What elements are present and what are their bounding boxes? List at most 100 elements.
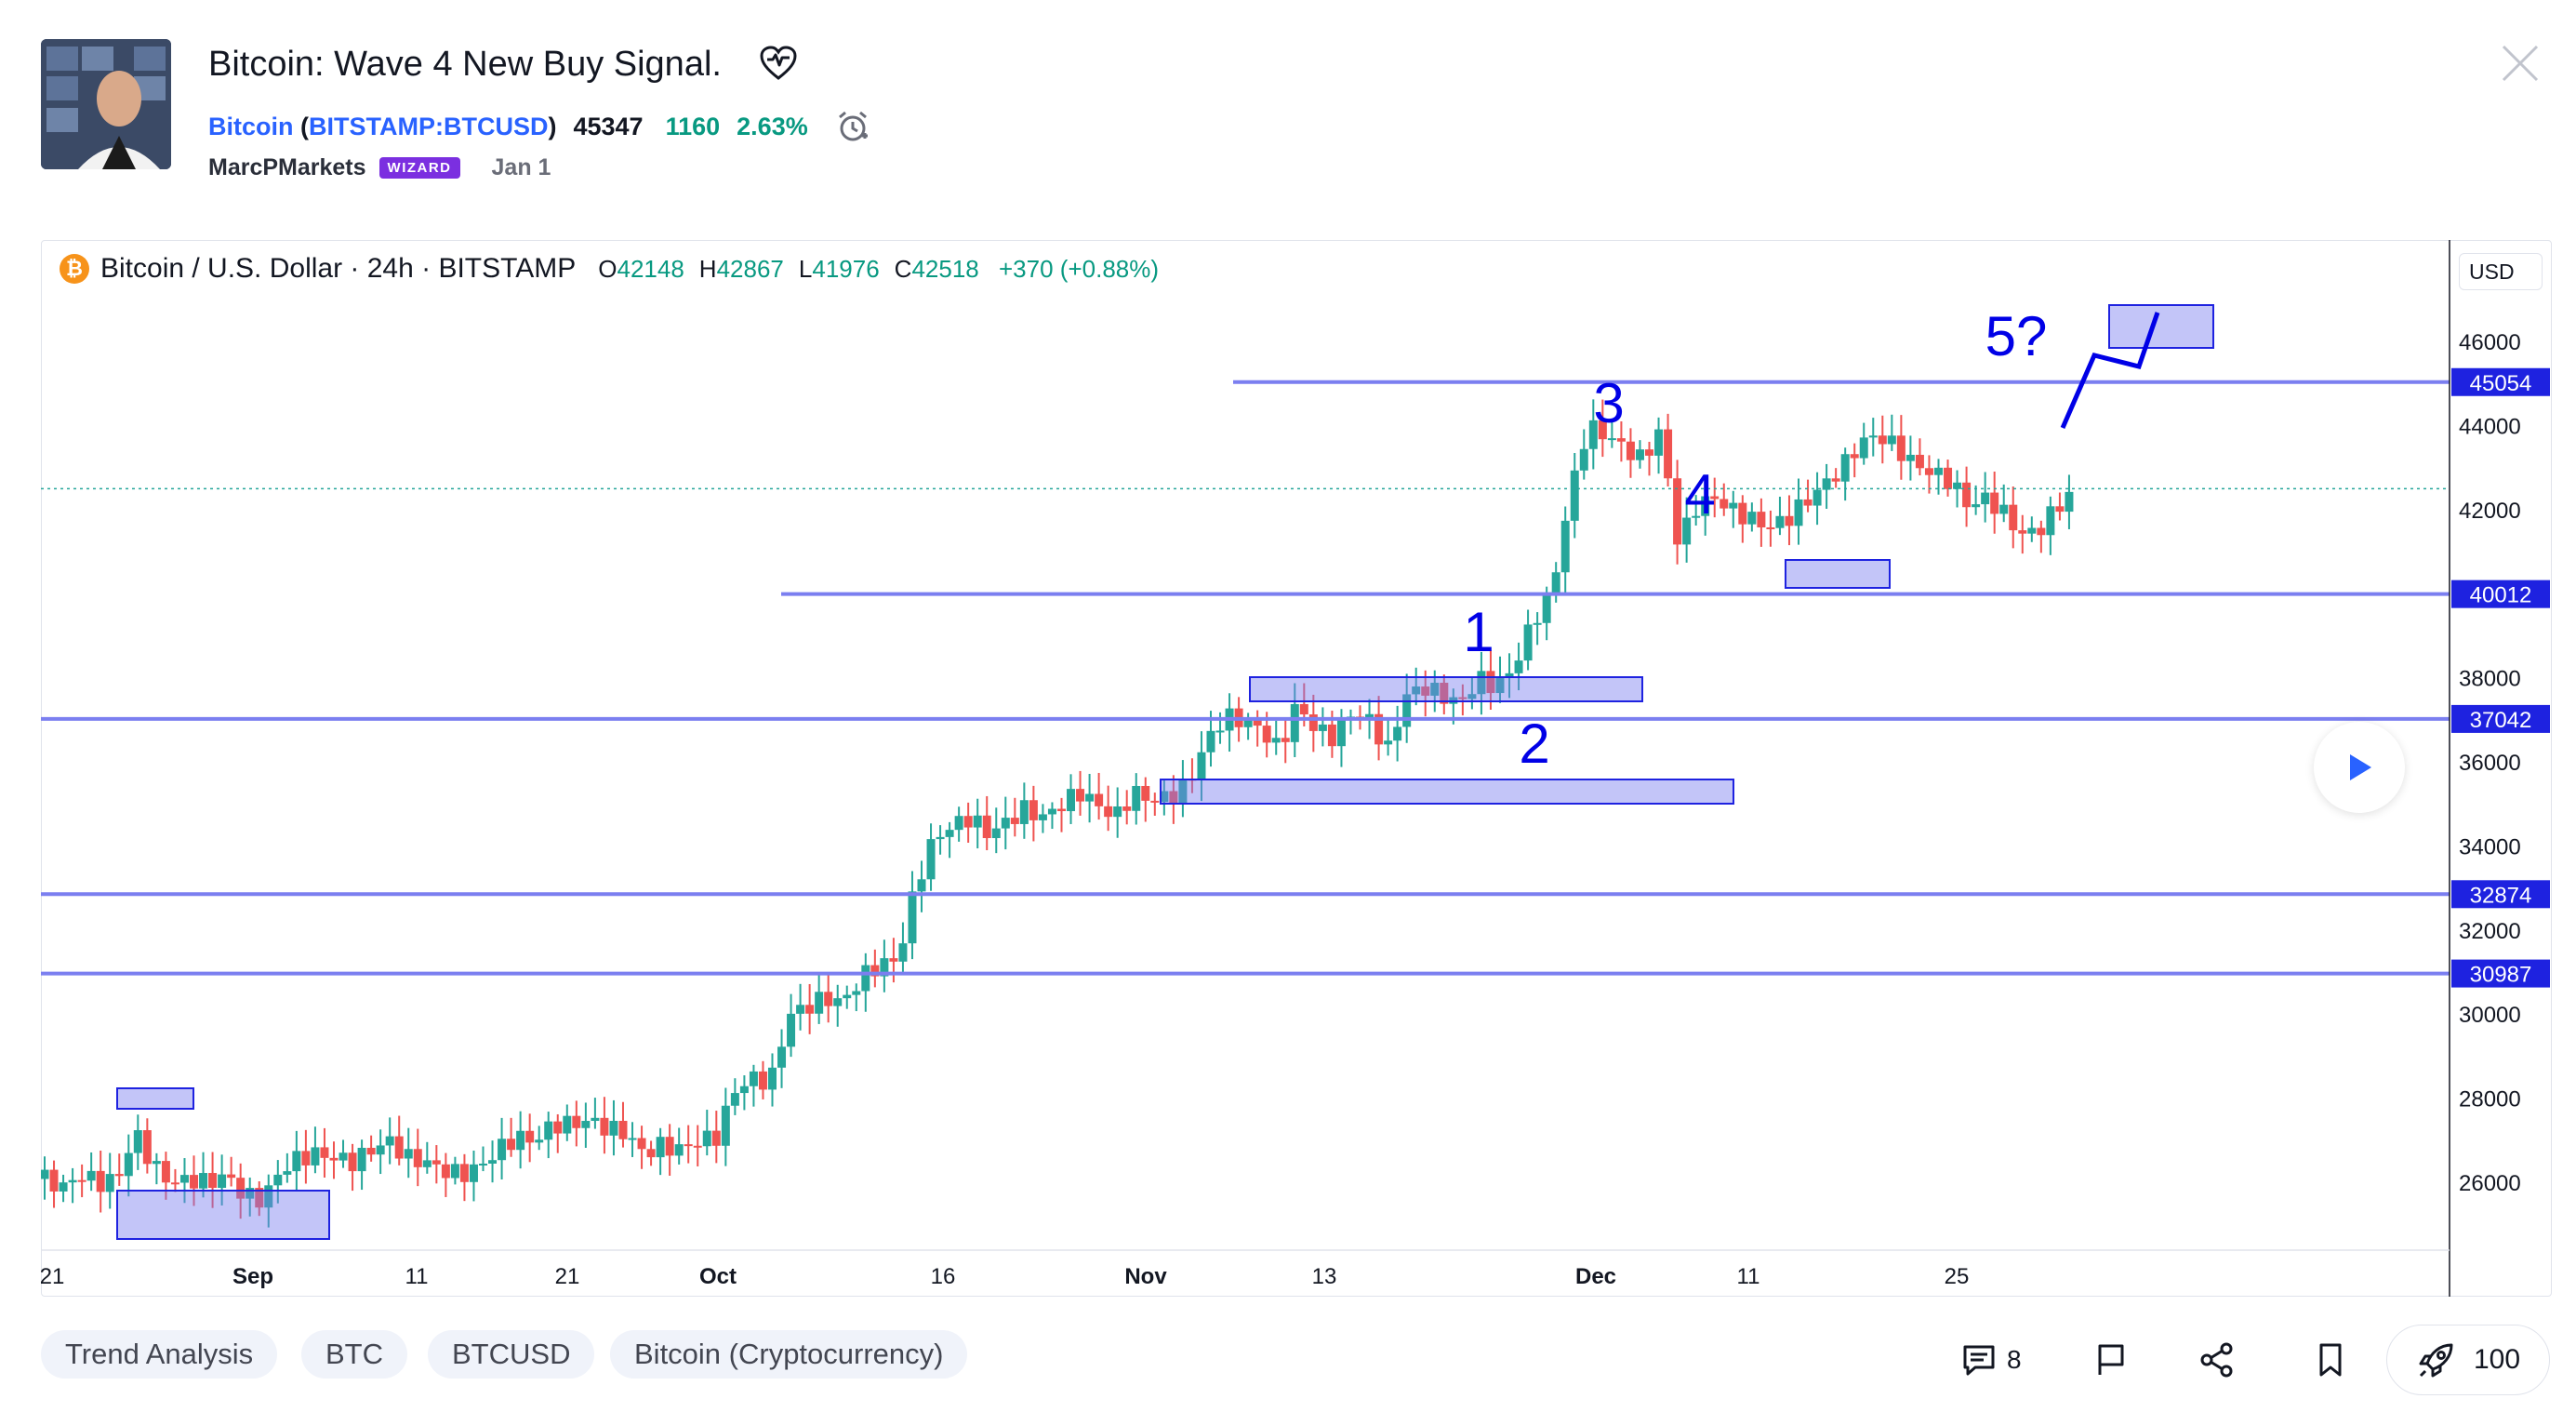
- candle-body: [329, 1157, 339, 1161]
- candle-body: [796, 1005, 805, 1014]
- tag-trend-analysis[interactable]: Trend Analysis: [41, 1330, 278, 1379]
- close-icon[interactable]: [2500, 43, 2541, 84]
- candle: [767, 1053, 777, 1107]
- candle-body: [1850, 454, 1859, 459]
- candle: [852, 983, 861, 1012]
- candle-body: [236, 1178, 246, 1199]
- candle-body: [991, 828, 1001, 839]
- level-tag-bg: [2451, 367, 2550, 396]
- candle: [656, 1127, 665, 1176]
- candle: [77, 1164, 86, 1198]
- candle-body: [1775, 515, 1785, 528]
- candle-body: [954, 816, 963, 831]
- candle: [1729, 490, 1738, 528]
- candle: [1747, 502, 1757, 532]
- candle: [1999, 484, 2009, 523]
- alarm-clock-icon[interactable]: [834, 108, 871, 145]
- candle-body: [264, 1185, 273, 1208]
- candle: [1981, 472, 1990, 523]
- play-button[interactable]: [2314, 722, 2405, 813]
- candle: [1402, 673, 1412, 743]
- tag-btcusd[interactable]: BTCUSD: [428, 1330, 595, 1379]
- bitcoin-icon: ₿: [60, 254, 89, 284]
- currency-selector[interactable]: USD: [2459, 253, 2543, 290]
- candle: [1692, 495, 1701, 526]
- date-tick: 13: [1312, 1264, 1337, 1289]
- candle-body: [1673, 478, 1682, 545]
- candle-body: [1477, 671, 1486, 695]
- candle: [1850, 443, 1859, 478]
- candle-body: [1878, 435, 1887, 445]
- price-chart[interactable]: 45054 40012 37042 32874 30987 12 34 5? 46000 44…: [41, 240, 2552, 1297]
- symbol-price: 45347: [573, 112, 644, 140]
- candle-body: [469, 1164, 478, 1182]
- candle: [1831, 468, 1840, 488]
- candle-body: [366, 1147, 376, 1155]
- author-avatar[interactable]: [41, 39, 171, 169]
- tag-bitcoin-cryptocurrency[interactable]: Bitcoin (Cryptocurrency): [610, 1330, 968, 1379]
- zone-box: [1160, 779, 1734, 805]
- candle-body: [1757, 512, 1766, 527]
- candle-body: [1924, 468, 1933, 475]
- candle: [1598, 399, 1607, 458]
- candle: [618, 1101, 628, 1148]
- symbol-row: Bitcoin (BITSTAMP:BTCUSD) 45347 1160 2.6…: [208, 108, 871, 145]
- candle-body: [339, 1152, 348, 1161]
- zone-box: [116, 1190, 330, 1240]
- candle-body: [563, 1115, 572, 1134]
- candle: [1887, 414, 1896, 451]
- candle: [1374, 696, 1384, 761]
- candle: [348, 1143, 357, 1192]
- tag-btc[interactable]: BTC: [301, 1330, 407, 1379]
- bookmark-button[interactable]: [2312, 1339, 2349, 1380]
- report-button[interactable]: [2092, 1339, 2130, 1380]
- share-button[interactable]: [2198, 1339, 2236, 1380]
- candle: [1308, 694, 1318, 753]
- candle: [479, 1146, 488, 1172]
- candle: [1113, 787, 1122, 838]
- date-tick: 21: [41, 1264, 64, 1289]
- candle-body: [1626, 441, 1635, 460]
- candle: [1682, 497, 1692, 563]
- candle: [1467, 677, 1477, 710]
- date-tick: 25: [1945, 1264, 1970, 1289]
- candle-body: [1588, 420, 1598, 449]
- play-icon: [2350, 754, 2371, 780]
- ohlc-o-label: O: [598, 254, 617, 283]
- candle-body: [1607, 438, 1616, 441]
- date-tick: 16: [931, 1264, 956, 1289]
- level-tag-bg: [2451, 959, 2550, 988]
- candle: [702, 1110, 711, 1156]
- candle: [1720, 483, 1729, 516]
- date-tick: 11: [405, 1264, 429, 1289]
- boost-button[interactable]: 100: [2386, 1325, 2550, 1395]
- author-name[interactable]: MarcPMarkets: [208, 154, 366, 180]
- candle-body: [973, 815, 982, 828]
- level-tag-bg: [2451, 704, 2550, 733]
- candle-body: [450, 1164, 459, 1179]
- candle-body: [2027, 527, 2037, 534]
- candle-body: [1645, 449, 1654, 456]
- candle-body: [1710, 496, 1720, 500]
- paren-open: (: [293, 112, 309, 140]
- candle-body: [1038, 814, 1047, 820]
- candle-body: [889, 958, 898, 962]
- candle: [86, 1152, 96, 1192]
- ohlc-open: 42148: [617, 254, 684, 283]
- candle: [1150, 793, 1160, 816]
- heart-icon[interactable]: [759, 45, 798, 82]
- price-tick: 30000: [2459, 1003, 2521, 1028]
- symbol-name-link[interactable]: Bitcoin: [208, 112, 294, 140]
- paren-close: ): [548, 112, 557, 140]
- candle-body: [516, 1130, 525, 1151]
- candle: [749, 1064, 758, 1107]
- candle-body: [1104, 806, 1113, 818]
- projection-path: [2060, 312, 2160, 429]
- candle: [1616, 421, 1626, 462]
- comments-button[interactable]: 8: [1960, 1339, 2022, 1380]
- candle-body: [1215, 730, 1225, 733]
- price-tick: 46000: [2459, 330, 2521, 355]
- symbol-ticker-link[interactable]: BITSTAMP:BTCUSD: [309, 112, 549, 140]
- candle-body: [908, 891, 917, 944]
- boxes-layer: 12 34 5?: [116, 304, 2214, 1240]
